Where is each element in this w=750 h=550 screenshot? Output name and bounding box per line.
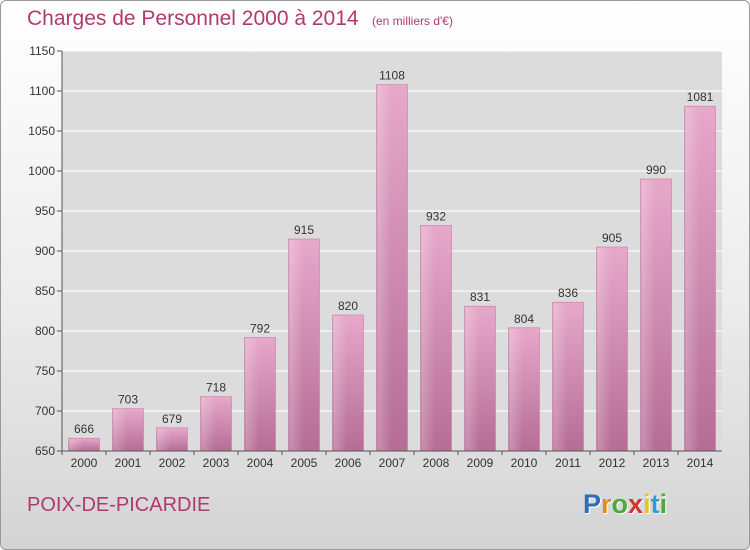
- bar-highlight: [509, 328, 524, 451]
- y-axis: 650 700 750 800 850 900 950 1000 1050 1100 1150: [28, 44, 63, 458]
- x-tick-label: 2004: [247, 456, 274, 470]
- x-tick-label: 2009: [467, 456, 494, 470]
- chart-subtitle: (en milliers d'€): [372, 14, 453, 28]
- bar-highlight: [69, 439, 84, 451]
- y-tick-label: 850: [35, 284, 55, 298]
- y-tick-label: 650: [35, 444, 55, 458]
- bar-highlight: [245, 338, 260, 451]
- x-tick-label: 2006: [335, 456, 362, 470]
- bar-highlight: [465, 307, 480, 451]
- bars: [68, 84, 716, 452]
- x-tick-label: 2012: [599, 456, 626, 470]
- bar-highlight: [421, 226, 436, 451]
- y-tick-label: 950: [35, 204, 55, 218]
- y-tick-label: 1150: [29, 44, 55, 58]
- data-labels: 666 703 679 718 792 915 820 1108 932 831 804 836 905…: [74, 69, 714, 437]
- bar-highlight: [685, 107, 700, 451]
- data-label-2000: 666: [74, 422, 94, 436]
- bar-highlight: [333, 316, 348, 451]
- data-label-2006: 820: [338, 299, 358, 313]
- bar-highlight: [553, 303, 568, 451]
- chart-title: Charges de Personnel 2000 à 2014: [27, 7, 359, 30]
- y-tick-label: 1050: [28, 124, 55, 138]
- logo-letter: P: [583, 489, 602, 519]
- data-label-2014: 1081: [687, 90, 714, 104]
- logo-letter: r: [601, 489, 612, 519]
- data-label-2012: 905: [602, 231, 622, 245]
- data-label-2003: 718: [206, 381, 226, 395]
- x-tick-label: 2008: [423, 456, 450, 470]
- data-label-2008: 932: [426, 209, 446, 223]
- logo-letter: x: [628, 489, 644, 519]
- logo-letter: t: [650, 489, 660, 519]
- bar-highlight: [641, 180, 656, 451]
- x-tick-label: 2010: [511, 456, 538, 470]
- commune-name: POIX-DE-PICARDIE: [27, 494, 211, 516]
- x-tick-label: 2005: [291, 456, 318, 470]
- bar-highlight: [157, 428, 172, 451]
- logo-letter: i: [643, 489, 651, 519]
- y-tick-label: 750: [35, 364, 55, 378]
- data-label-2001: 703: [118, 393, 138, 407]
- bar-highlight: [377, 85, 392, 451]
- proxiti-logo[interactable]: Proxiti: [583, 489, 667, 520]
- x-tick-label: 2007: [379, 456, 406, 470]
- data-label-2004: 792: [250, 321, 270, 335]
- bar-highlight: [597, 248, 612, 451]
- data-label-2013: 990: [646, 163, 666, 177]
- y-tick-label: 1000: [28, 164, 55, 178]
- logo-letter: i: [659, 489, 668, 519]
- logo-letter: o: [611, 489, 629, 519]
- data-label-2007: 1108: [379, 69, 405, 83]
- x-axis: 2000 2001 2002 2003 2004 2005 2006 2007 2008 2009…: [61, 450, 722, 470]
- data-label-2009: 831: [470, 290, 490, 304]
- x-tick-label: 2014: [687, 456, 714, 470]
- x-tick-label: 2003: [203, 456, 230, 470]
- x-tick-label: 2002: [159, 456, 186, 470]
- bar-highlight: [201, 397, 216, 451]
- bar-highlight: [289, 240, 304, 451]
- x-tick-label: 2001: [115, 456, 142, 470]
- y-tick-label: 900: [35, 244, 55, 258]
- data-label-2011: 836: [558, 286, 578, 300]
- data-label-2002: 679: [162, 412, 182, 426]
- x-tick-label: 2000: [71, 456, 98, 470]
- x-tick-label: 2011: [555, 456, 581, 470]
- data-label-2005: 915: [294, 223, 314, 237]
- y-tick-label: 800: [35, 324, 55, 338]
- data-label-2010: 804: [514, 312, 534, 326]
- x-tick-label: 2013: [643, 456, 670, 470]
- y-tick-label: 1100: [29, 84, 55, 98]
- y-tick-label: 700: [35, 404, 55, 418]
- bar-highlight: [113, 409, 128, 451]
